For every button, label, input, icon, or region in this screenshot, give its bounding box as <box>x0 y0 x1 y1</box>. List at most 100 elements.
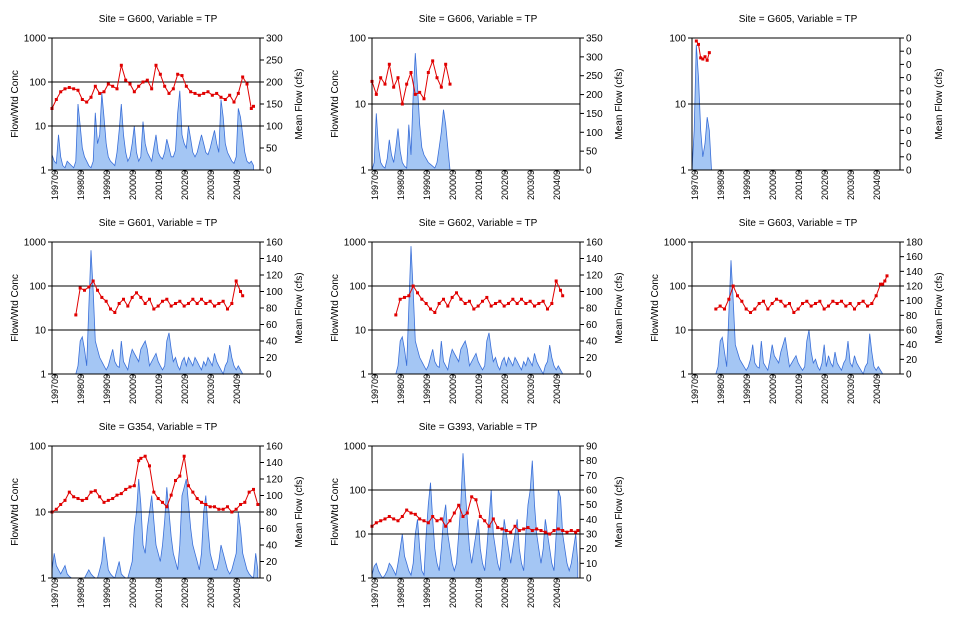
conc-point <box>398 297 402 301</box>
conc-point <box>461 514 465 518</box>
right-tick-label: 0 <box>906 34 912 45</box>
conc-point <box>111 497 115 501</box>
right-tick-label: 0 <box>586 574 592 585</box>
conc-point <box>145 78 149 82</box>
conc-point <box>801 302 804 306</box>
conc-point <box>814 302 817 306</box>
conc-point <box>424 302 428 306</box>
right-tick-label: 20 <box>266 557 278 568</box>
x-tick-label: 200309 <box>526 374 536 404</box>
right-tick-label: 0 <box>586 370 592 381</box>
conc-point <box>249 106 253 110</box>
x-tick-label: 200009 <box>768 170 778 200</box>
conc-point <box>89 95 93 99</box>
conc-point <box>239 502 242 506</box>
x-tick-label: 199809 <box>396 374 406 404</box>
x-tick-label: 200409 <box>552 170 562 200</box>
left-tick-label: 1 <box>360 574 366 585</box>
conc-point <box>243 500 247 504</box>
left-tick-label: 1000 <box>664 238 687 249</box>
conc-point <box>507 302 510 306</box>
conc-point <box>509 530 513 534</box>
right-tick-label: 20 <box>266 353 278 364</box>
x-tick-label: 200409 <box>552 578 562 608</box>
conc-point <box>455 291 458 295</box>
conc-point <box>93 489 97 493</box>
right-tick-label: 0 <box>266 166 272 177</box>
conc-point <box>117 302 121 306</box>
left-tick-label: 1 <box>360 370 366 381</box>
conc-point <box>169 304 173 308</box>
conc-point <box>85 497 89 501</box>
right-tick-label: 0 <box>906 113 912 124</box>
conc-point <box>148 297 151 301</box>
conc-point <box>723 307 726 311</box>
conc-point <box>472 307 476 311</box>
conc-point <box>206 90 210 94</box>
right-tick-label: 60 <box>586 320 598 331</box>
conc-point <box>392 85 396 89</box>
x-tick-label: 199909 <box>102 170 112 200</box>
x-tick-label: 200409 <box>552 374 562 404</box>
conc-point <box>200 297 203 301</box>
conc-point <box>496 526 500 530</box>
conc-point <box>694 39 698 43</box>
conc-point <box>515 302 519 306</box>
chart-title: Site = G603, Variable = TP <box>739 218 858 229</box>
right-tick-label: 0 <box>906 73 912 84</box>
conc-point <box>762 299 765 303</box>
conc-point <box>191 297 195 301</box>
conc-point <box>102 90 106 94</box>
conc-point <box>500 527 504 531</box>
conc-point <box>213 304 216 308</box>
conc-point <box>483 519 487 523</box>
conc-point <box>228 93 232 97</box>
conc-point <box>831 299 835 303</box>
conc-point <box>422 97 426 101</box>
right-tick-label: 40 <box>266 337 278 348</box>
left-tick-label: 1 <box>40 370 46 381</box>
conc-point <box>239 289 242 293</box>
right-tick-label: 150 <box>266 100 283 111</box>
left-tick-label: 100 <box>669 282 686 293</box>
x-tick-label: 200209 <box>500 374 510 404</box>
right-tick-label: 0 <box>906 60 912 71</box>
right-tick-label: 0 <box>906 86 912 97</box>
right-tick-label: 100 <box>586 128 603 139</box>
conc-point <box>241 75 245 79</box>
left-tick-label: 10 <box>675 100 687 111</box>
conc-point <box>552 529 556 533</box>
conc-point <box>697 42 700 46</box>
conc-point <box>383 517 387 521</box>
conc-point <box>517 529 521 533</box>
right-axis-label: Mean Flow (cfs) <box>614 272 625 343</box>
x-tick-label: 200409 <box>872 170 882 200</box>
conc-point <box>422 519 426 523</box>
conc-point <box>522 527 526 531</box>
flow-series-area <box>715 260 887 375</box>
conc-point <box>152 490 156 494</box>
conc-point <box>446 304 450 308</box>
conc-point <box>861 299 865 303</box>
conc-point <box>431 59 435 63</box>
chart-title: Site = G605, Variable = TP <box>739 14 858 25</box>
conc-point <box>840 299 843 303</box>
conc-point <box>452 511 456 515</box>
x-tick-label: 199709 <box>690 374 700 404</box>
x-tick-label: 200209 <box>500 578 510 608</box>
conc-point <box>208 299 212 303</box>
conc-point <box>881 282 885 286</box>
conc-point <box>502 304 506 308</box>
right-tick-label: 0 <box>266 574 272 585</box>
conc-point <box>200 500 203 504</box>
x-tick-label: 200309 <box>206 170 216 200</box>
conc-point <box>857 302 861 306</box>
right-tick-label: 120 <box>586 271 603 282</box>
conc-point <box>143 302 147 306</box>
conc-point <box>444 524 448 528</box>
conc-point <box>559 288 562 292</box>
right-tick-label: 20 <box>906 355 918 366</box>
conc-point <box>241 294 245 298</box>
conc-point <box>208 505 212 509</box>
x-tick-label: 200109 <box>474 374 484 404</box>
